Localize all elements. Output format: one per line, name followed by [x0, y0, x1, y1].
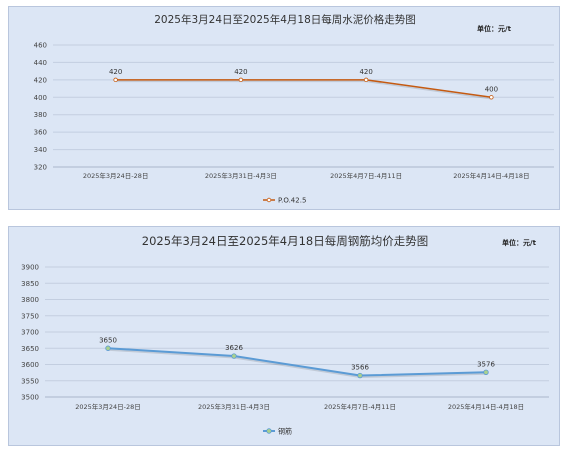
rebar-x-tick-label: 2025年3月24日-28日: [75, 402, 141, 411]
cement-chart-title: 2025年3月24日至2025年4月18日每周水泥价格走势图: [154, 13, 416, 26]
rebar-y-tick-label: 3500: [21, 394, 39, 402]
rebar-unit-label: 单位：元/t: [502, 238, 537, 247]
cement-legend: P.O.42.5: [263, 197, 306, 205]
rebar-x-tick-label: 2025年4月14日-4月18日: [448, 402, 524, 411]
cement-legend-swatch-marker: [266, 197, 272, 203]
rebar-y-tick-label: 3900: [21, 264, 39, 272]
cement-series-line: [115, 79, 492, 99]
rebar-y-tick-label: 3850: [21, 280, 39, 288]
cement-y-tick-label: 460: [34, 42, 47, 50]
rebar-chart-title: 2025年3月24日至2025年4月18日每周钢筋均价走势图: [142, 234, 428, 248]
cement-data-label: 420: [109, 68, 122, 76]
rebar-y-tick-label: 3550: [21, 377, 39, 385]
cement-unit-label: 单位：元/t: [477, 24, 512, 33]
rebar-y-tick-label: 3800: [21, 296, 39, 304]
cement-y-tick-label: 340: [34, 146, 47, 154]
rebar-data-label: 3566: [351, 364, 369, 372]
cement-y-tick-label: 400: [34, 94, 47, 102]
rebar-series-line: [107, 347, 487, 377]
cement-x-tick-label: 2025年3月31日-4月3日: [205, 171, 277, 180]
cement-y-tick-label: 380: [34, 111, 47, 119]
cement-y-tick-label: 360: [34, 129, 47, 137]
rebar-legend-label: 钢筋: [278, 427, 292, 436]
cement-series-line-shadow: [115, 80, 492, 100]
cement-data-point: [238, 77, 244, 83]
cement-price-chart-panel: 2025年3月24日至2025年4月18日每周水泥价格走势图单位：元/t 320 3…: [8, 6, 560, 210]
rebar-y-tick-label: 3600: [21, 361, 39, 369]
rebar-data-point: [357, 372, 363, 379]
rebar-legend: 钢筋: [263, 427, 292, 436]
cement-x-tick-label: 2025年4月14日-4月18日: [453, 171, 529, 180]
cement-x-tick-label: 2025年4月7日-4月11日: [330, 171, 402, 180]
rebar-y-tick-label: 3700: [21, 329, 39, 337]
rebar-data-label: 3650: [99, 336, 117, 344]
rebar-data-point: [105, 345, 111, 351]
rebar-y-tick-label: 3650: [21, 345, 39, 353]
cement-y-tick-label: 440: [34, 59, 47, 67]
cement-y-tick-label: 320: [34, 164, 47, 172]
cement-data-label: 420: [359, 68, 372, 76]
rebar-data-label: 3626: [225, 344, 243, 352]
cement-data-point: [363, 77, 369, 83]
rebar-y-tick-label: 3750: [21, 312, 39, 320]
rebar-data-label: 3576: [477, 360, 495, 368]
cement-y-tick-label: 420: [34, 76, 47, 84]
rebar-x-tick-label: 2025年4月7日-4月11日: [324, 402, 396, 411]
cement-data-point: [489, 95, 494, 100]
cement-legend-label: P.O.42.5: [278, 197, 306, 205]
rebar-x-tick-label: 2025年3月31日-4月3日: [198, 402, 270, 411]
rebar-gridlines: [45, 266, 549, 398]
cement-data-label: 420: [234, 68, 247, 76]
rebar-price-chart: 2025年3月24日至2025年4月18日每周钢筋均价走势图 单位：元/t 3500…: [21, 234, 549, 436]
cement-data-point: [113, 77, 118, 83]
rebar-price-chart-panel: 2025年3月24日至2025年4月18日每周钢筋均价走势图 单位：元/t 3500…: [8, 226, 560, 446]
rebar-data-point: [231, 353, 237, 359]
rebar-legend-swatch-marker: [266, 428, 272, 434]
cement-data-label: 400: [485, 85, 498, 93]
rebar-data-point: [483, 369, 489, 375]
cement-gridlines: [53, 44, 554, 168]
rebar-series-line-shadow: [107, 348, 487, 379]
cement-x-tick-label: 2025年3月24日-28日: [83, 171, 149, 180]
